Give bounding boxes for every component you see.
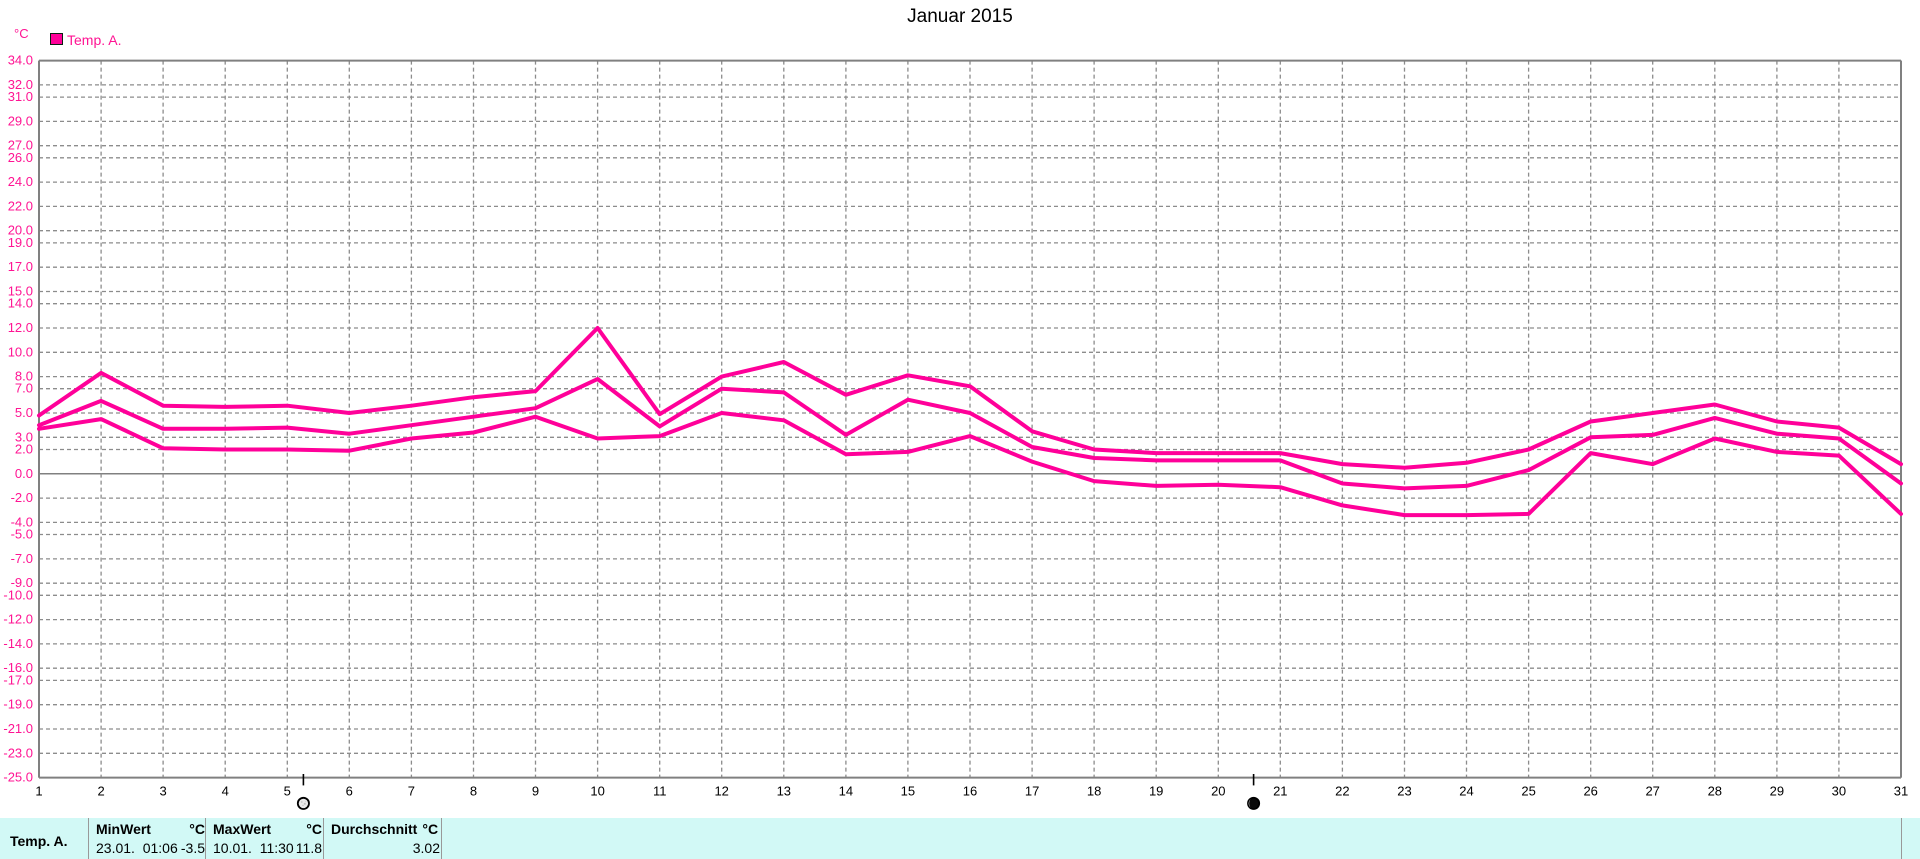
svg-text:17.0: 17.0 [8,259,33,274]
svg-text:2: 2 [97,784,104,799]
svg-text:11: 11 [653,784,667,799]
svg-text:28: 28 [1708,784,1722,799]
svg-text:8: 8 [470,784,477,799]
svg-text:12: 12 [714,784,728,799]
svg-text:6: 6 [346,784,353,799]
svg-text:31: 31 [1894,784,1908,799]
svg-text:24.0: 24.0 [8,174,33,189]
svg-text:18: 18 [1087,784,1101,799]
svg-text:23: 23 [1397,784,1411,799]
svg-text:29: 29 [1770,784,1784,799]
svg-text:4: 4 [222,784,229,799]
svg-text:16: 16 [963,784,977,799]
svg-text:15: 15 [901,784,915,799]
svg-text:-5.0: -5.0 [11,527,33,542]
svg-text:-2.0: -2.0 [11,490,33,505]
svg-text:10.0: 10.0 [8,344,33,359]
svg-text:3: 3 [159,784,166,799]
svg-text:21: 21 [1273,784,1287,799]
svg-text:20: 20 [1211,784,1225,799]
svg-text:-21.0: -21.0 [3,721,33,736]
svg-text:0.0: 0.0 [15,466,33,481]
svg-text:-7.0: -7.0 [11,551,33,566]
svg-text:-17.0: -17.0 [3,672,33,687]
svg-text:7.0: 7.0 [15,381,33,396]
svg-text:9: 9 [532,784,539,799]
svg-text:26.0: 26.0 [8,150,33,165]
svg-text:30: 30 [1832,784,1846,799]
svg-text:-12.0: -12.0 [3,612,33,627]
svg-text:29.0: 29.0 [8,113,33,128]
svg-text:14.0: 14.0 [8,296,33,311]
svg-text:22: 22 [1335,784,1349,799]
svg-text:2.0: 2.0 [15,442,33,457]
svg-text:27: 27 [1645,784,1659,799]
svg-text:-25.0: -25.0 [3,770,33,785]
svg-text:24: 24 [1459,784,1473,799]
svg-text:-19.0: -19.0 [3,697,33,712]
svg-text:10: 10 [590,784,604,799]
svg-text:1: 1 [35,784,42,799]
svg-text:12.0: 12.0 [8,320,33,335]
svg-text:22.0: 22.0 [8,198,33,213]
svg-text:-10.0: -10.0 [3,587,33,602]
svg-text:-14.0: -14.0 [3,636,33,651]
svg-text:19.0: 19.0 [8,235,33,250]
svg-text:13: 13 [777,784,791,799]
svg-text:17: 17 [1025,784,1039,799]
svg-text:25: 25 [1521,784,1535,799]
svg-text:-23.0: -23.0 [3,745,33,760]
svg-text:7: 7 [408,784,415,799]
svg-text:19: 19 [1149,784,1163,799]
svg-text:26: 26 [1583,784,1597,799]
svg-text:14: 14 [839,784,853,799]
svg-text:5: 5 [284,784,291,799]
svg-text:5.0: 5.0 [15,405,33,420]
svg-text:34.0: 34.0 [8,53,33,68]
svg-text:31.0: 31.0 [8,89,33,104]
